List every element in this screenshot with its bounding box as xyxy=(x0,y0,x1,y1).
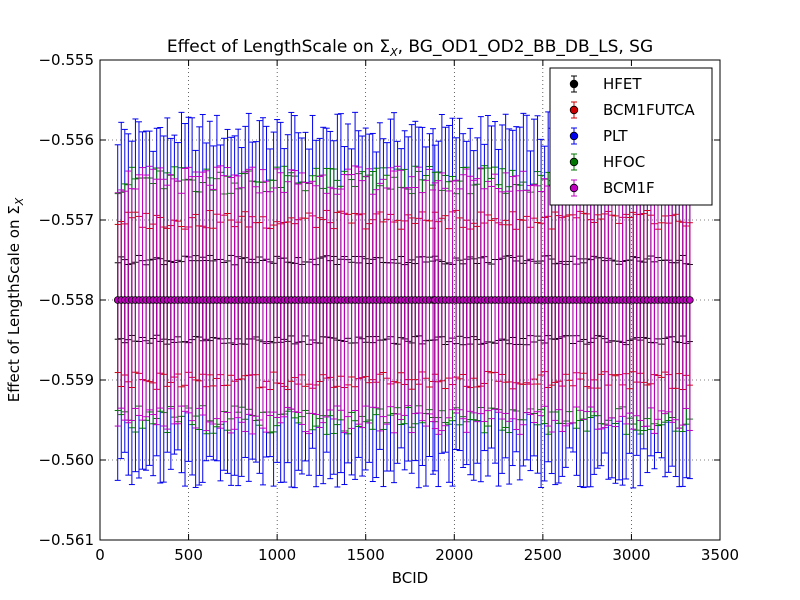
legend-label: PLT xyxy=(603,127,628,145)
legend-label: HFET xyxy=(603,75,642,93)
x-tick-label: 1500 xyxy=(347,546,385,564)
x-axis-label: BCID xyxy=(392,569,428,587)
legend-label: HFOC xyxy=(603,153,645,171)
x-tick-label: 500 xyxy=(174,546,203,564)
x-tick-label: 3000 xyxy=(612,546,650,564)
x-axis-ticks: 0 500 1000 1500 2000 2500 3000 3500 xyxy=(95,60,739,564)
x-tick-label: 1000 xyxy=(258,546,296,564)
chart-title: Effect of LengthScale on ΣX, BG_OD1_OD2_… xyxy=(167,37,653,59)
y-tick-label: −0.559 xyxy=(38,371,94,389)
y-axis-ticks: −0.561 −0.560 −0.559 −0.558 −0.557 −0.556 −0.5… xyxy=(38,51,720,549)
x-tick-label: 2500 xyxy=(524,546,562,564)
x-tick-label: 2000 xyxy=(435,546,473,564)
y-tick-label: −0.561 xyxy=(38,531,94,549)
legend-marker xyxy=(569,157,579,167)
y-tick-label: −0.557 xyxy=(38,211,94,229)
y-tick-label: −0.558 xyxy=(38,291,94,309)
y-axis-label: Effect of LengthScale on ΣX xyxy=(5,197,26,402)
x-tick-label: 0 xyxy=(95,546,105,564)
legend-marker xyxy=(569,79,579,89)
y-tick-label: −0.560 xyxy=(38,451,94,469)
data-point xyxy=(686,296,694,304)
y-tick-label: −0.555 xyxy=(38,51,94,69)
legend-label: BCM1FUTCA xyxy=(603,101,695,119)
legend-marker xyxy=(569,131,579,141)
legend-marker xyxy=(569,183,579,193)
legend: HFET BCM1FUTCA PLT HFOC BCM1F xyxy=(549,67,713,206)
legend-label: BCM1F xyxy=(603,179,655,197)
error-bars xyxy=(114,111,693,489)
y-tick-label: −0.556 xyxy=(38,131,94,149)
x-tick-label: 3500 xyxy=(701,546,739,564)
data-markers xyxy=(113,296,694,304)
legend-marker xyxy=(569,105,579,115)
